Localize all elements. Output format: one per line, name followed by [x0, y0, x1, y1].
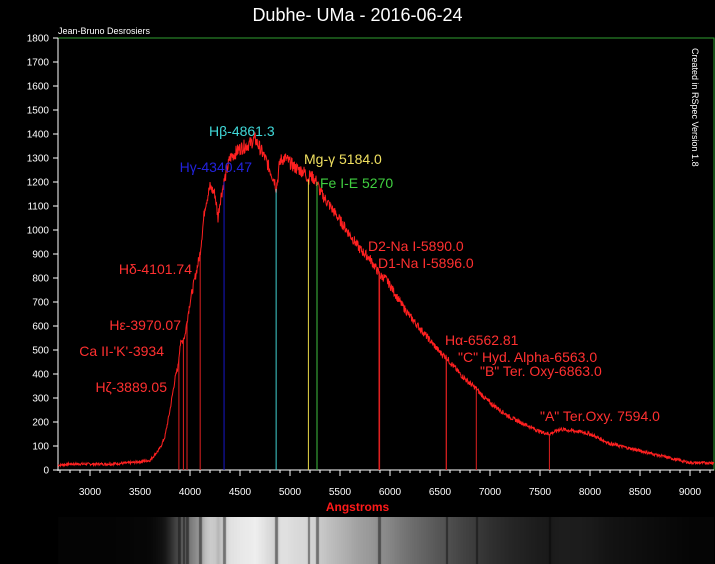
- spectral-line-label: D1-Na I-5896.0: [378, 255, 474, 271]
- x-tick-label: 7500: [529, 487, 552, 498]
- spectral-line-label: "A" Ter.Oxy. 7594.0: [540, 408, 660, 424]
- y-tick-label: 300: [32, 394, 49, 405]
- plot-frame: [57, 37, 715, 471]
- y-tick-label: 0: [43, 466, 49, 477]
- y-tick-label: 500: [32, 346, 49, 357]
- spectral-line-label: Hβ-4861.3: [209, 123, 275, 139]
- x-tick-label: 3000: [79, 487, 102, 498]
- spectrum-strip-image: [58, 517, 714, 564]
- spectral-line-label: Hζ-3889.05: [95, 379, 167, 395]
- spectral-line-label: Hε-3970.07: [109, 317, 181, 333]
- y-tick-label: 1000: [27, 226, 50, 237]
- chart-title: Dubhe- UMa - 2016-06-24: [252, 5, 463, 25]
- spectral-line-label: Hγ-4340.47: [180, 159, 253, 175]
- x-tick-label: 7000: [479, 487, 502, 498]
- y-tick-label: 1100: [27, 202, 49, 213]
- y-tick-label: 1300: [27, 154, 50, 165]
- x-tick-label: 9000: [679, 487, 702, 498]
- x-tick-label: 3500: [129, 487, 152, 498]
- spectrum-line: [57, 132, 715, 468]
- y-tick-label: 200: [32, 418, 49, 429]
- spectral-line-label: "C" Hyd. Alpha-6563.0: [458, 349, 597, 365]
- y-tick-label: 100: [32, 442, 49, 453]
- y-tick-label: 1400: [27, 130, 50, 141]
- x-axis-label: Angstroms: [325, 500, 390, 514]
- x-tick-label: 5500: [329, 487, 352, 498]
- x-tick-label: 4500: [229, 487, 252, 498]
- spectral-line-label: Hα-6562.81: [445, 332, 519, 348]
- y-tick-label: 1600: [27, 82, 50, 93]
- spectral-line-label: D2-Na I-5890.0: [368, 238, 464, 254]
- x-tick-label: 5000: [279, 487, 302, 498]
- y-tick-label: 700: [32, 298, 49, 309]
- y-tick-label: 1500: [27, 106, 50, 117]
- author-label: Jean-Bruno Desrosiers: [58, 26, 151, 36]
- spectral-line-label: Hδ-4101.74: [119, 261, 192, 277]
- y-tick-label: 800: [32, 274, 49, 285]
- spectral-line-label: Mg-γ 5184.0: [304, 151, 382, 167]
- x-tick-label: 6000: [379, 487, 402, 498]
- y-tick-label: 1200: [27, 178, 50, 189]
- y-tick-label: 1700: [27, 58, 50, 69]
- x-tick-label: 6500: [429, 487, 452, 498]
- x-tick-label: 8000: [579, 487, 602, 498]
- x-tick-label: 8500: [629, 487, 652, 498]
- y-tick-label: 1800: [27, 34, 50, 45]
- spectral-line-label: Ca II-'K'-3934: [79, 343, 164, 359]
- x-tick-label: 4000: [179, 487, 202, 498]
- y-tick-label: 900: [32, 250, 49, 261]
- y-tick-label: 600: [32, 322, 49, 333]
- y-tick-label: 400: [32, 370, 49, 381]
- spectral-line-label: "B" Ter. Oxy-6863.0: [480, 363, 602, 379]
- spectral-line-label: Fe I-E 5270: [320, 175, 393, 191]
